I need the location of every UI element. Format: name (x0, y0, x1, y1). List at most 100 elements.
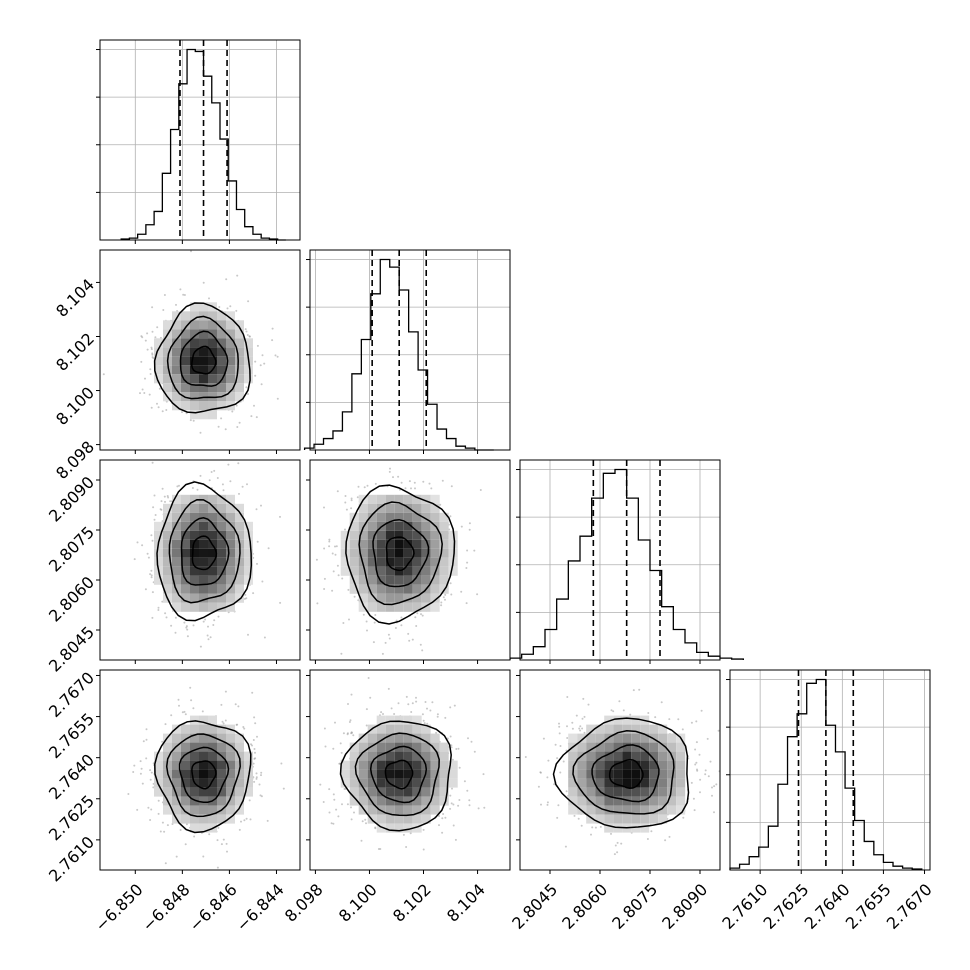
density-cell (340, 557, 350, 567)
density-cell (385, 805, 395, 815)
density-cell (235, 512, 244, 522)
density-cell (172, 365, 181, 375)
density-cell (217, 733, 226, 743)
sample-point (453, 704, 456, 707)
x-tick-label-p2: 2.8075 (608, 880, 661, 933)
sample-point (255, 772, 258, 775)
density-cell (430, 584, 440, 594)
density-cell (226, 814, 235, 824)
density-cell (235, 796, 244, 806)
density-cell (385, 724, 395, 734)
sample-point (713, 785, 716, 788)
sample-point (185, 823, 188, 826)
density-cell (604, 823, 614, 833)
sample-point (357, 485, 360, 488)
density-cell (163, 548, 172, 558)
x-tick-label-p3: 2.7640 (801, 880, 854, 933)
sample-point (553, 783, 556, 786)
sample-point (165, 409, 168, 411)
density-cell (430, 539, 440, 549)
density-cell (208, 724, 217, 734)
density-cell (226, 392, 235, 402)
x-tick-label-p1: 8.104 (443, 880, 489, 926)
sample-point (271, 339, 274, 342)
density-cell (394, 805, 404, 815)
sample-point (245, 330, 248, 333)
density-cell (412, 494, 422, 504)
sample-point (196, 488, 199, 491)
sample-point (332, 747, 335, 750)
sample-point (341, 803, 343, 806)
density-cell (217, 742, 226, 752)
sample-point (244, 593, 247, 596)
sample-point (428, 482, 431, 485)
sample-point (454, 838, 457, 841)
density-cell (190, 356, 199, 366)
sample-point (388, 470, 391, 473)
sample-point (146, 348, 149, 351)
sample-point (435, 731, 438, 734)
density-cell (622, 760, 632, 770)
sample-point (253, 716, 256, 719)
density-cell (190, 769, 199, 779)
sample-point (202, 855, 205, 858)
sample-point (450, 485, 453, 488)
sample-point (163, 830, 166, 833)
density-cell (172, 530, 181, 540)
contour-level-1 (384, 759, 414, 790)
density-cell (163, 539, 172, 549)
sample-point (441, 479, 444, 482)
density-cell (163, 374, 172, 384)
density-cell (181, 724, 190, 734)
y-tick-label-p3: 2.7640 (45, 750, 98, 803)
density-cell (199, 814, 208, 824)
sample-point (149, 373, 152, 375)
density-cell (349, 778, 359, 788)
density-cell (190, 715, 199, 725)
density-cell (244, 566, 253, 576)
sample-point (336, 490, 339, 493)
sample-point (255, 776, 258, 779)
sample-point (556, 757, 559, 760)
sample-point (426, 707, 428, 710)
sample-point (252, 739, 255, 741)
density-cell (649, 760, 659, 770)
density-cell (676, 805, 686, 815)
density-cell (226, 311, 235, 321)
density-cell (217, 602, 226, 612)
sample-point (558, 725, 561, 728)
density-cell (586, 805, 596, 815)
sample-point (436, 713, 439, 716)
density-cell (181, 494, 190, 504)
density-cell (640, 787, 650, 797)
density-cell (181, 512, 190, 522)
sample-point (668, 718, 671, 721)
density-cell (217, 814, 226, 824)
density-cell (340, 769, 350, 779)
sample-point (164, 612, 167, 615)
density-cell (208, 751, 217, 761)
density-cell (181, 338, 190, 348)
sample-point (222, 489, 225, 492)
sample-point (154, 514, 157, 516)
contour-level-4 (154, 720, 252, 834)
sample-point (444, 816, 447, 819)
density-cell (421, 796, 431, 806)
density-cell (217, 575, 226, 585)
density-cell (376, 760, 386, 770)
sample-point (153, 494, 156, 497)
density-cell (403, 593, 413, 603)
density-cell (421, 539, 431, 549)
sample-point (430, 487, 433, 490)
density-cell (190, 311, 199, 321)
sample-point (695, 720, 698, 723)
sample-point (208, 833, 211, 836)
density-cell (208, 778, 217, 788)
density-cell (208, 575, 217, 585)
density-cell (226, 539, 235, 549)
density-cell (394, 512, 404, 522)
sample-point (136, 808, 139, 811)
density-cell (172, 805, 181, 815)
density-cell (190, 602, 199, 612)
sample-point (566, 725, 568, 728)
